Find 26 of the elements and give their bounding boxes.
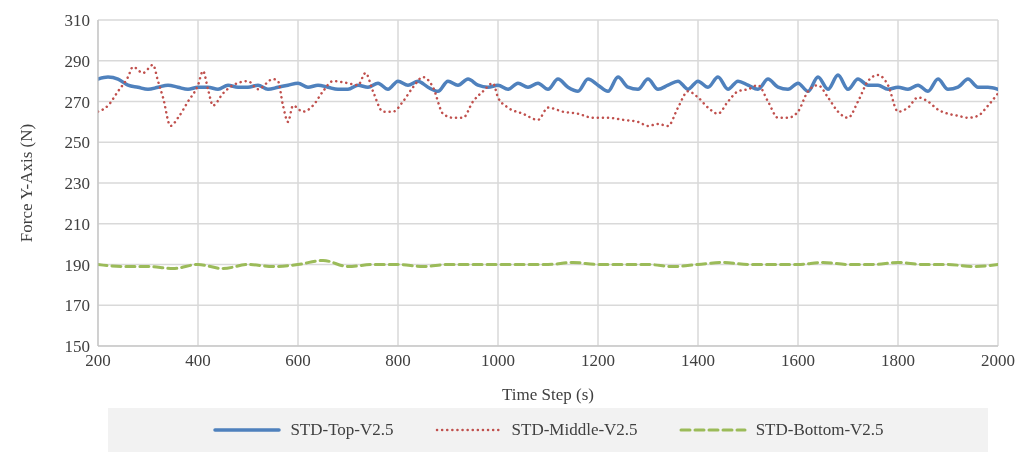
line-series xyxy=(98,73,998,94)
y-tick-label: 190 xyxy=(64,255,90,275)
y-tick-label: 230 xyxy=(64,174,90,194)
x-tick-label: 1400 xyxy=(681,351,715,371)
x-tick-label: 1800 xyxy=(881,351,915,371)
x-tick-label: 1000 xyxy=(481,351,515,371)
line-series xyxy=(98,63,998,128)
y-tick-label: 270 xyxy=(64,92,90,112)
y-axis-title: Force Y-Axis (N) xyxy=(17,123,37,243)
y-tick-label: 310 xyxy=(64,11,90,31)
y-tick-label: 290 xyxy=(64,51,90,71)
y-tick-label: 210 xyxy=(64,214,90,234)
line-series xyxy=(98,258,998,271)
x-axis-title: Time Step (s) xyxy=(502,385,594,404)
x-tick-label: 1600 xyxy=(781,351,815,371)
x-tick-label: 200 xyxy=(85,351,111,371)
legend-label: STD-Top-V2.5 xyxy=(290,420,394,440)
y-tick-label: 170 xyxy=(64,296,90,316)
x-tick-label: 600 xyxy=(285,351,311,371)
legend-label: STD-Bottom-V2.5 xyxy=(755,420,884,440)
x-tick-label: 1200 xyxy=(581,351,615,371)
x-tick-label: 400 xyxy=(185,351,211,371)
x-tick-label: 2000 xyxy=(981,351,1015,371)
y-tick-label: 250 xyxy=(64,133,90,153)
legend-label: STD-Middle-V2.5 xyxy=(511,420,638,440)
x-tick-label: 800 xyxy=(385,351,411,371)
